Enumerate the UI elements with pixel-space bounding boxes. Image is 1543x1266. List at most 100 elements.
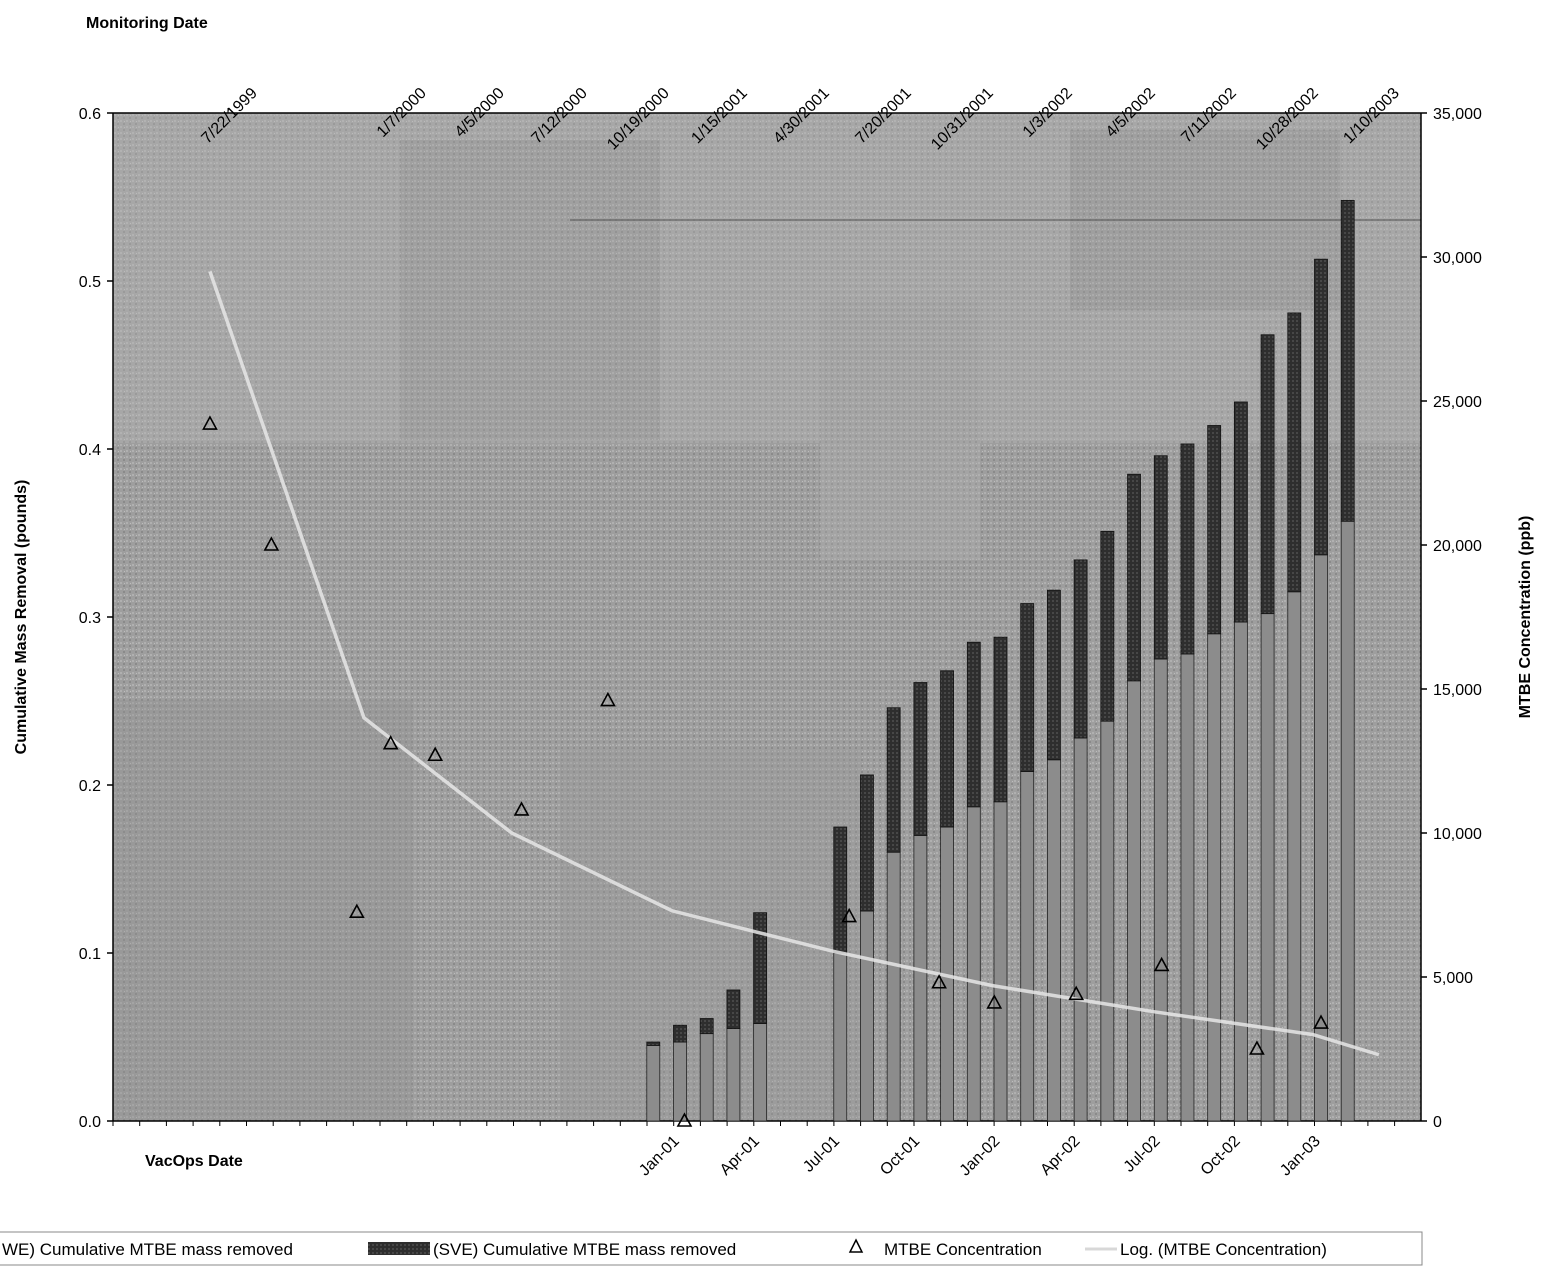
bar-dpwe bbox=[1073, 737, 1088, 1122]
trendline-series bbox=[208, 270, 1380, 1057]
bar-sve bbox=[726, 989, 741, 1030]
right-y-axis: 0 5,000 10,000 15,000 20,000 25,000 30,000 35,0… bbox=[1421, 106, 1482, 1131]
bottom-tick-label: Jan-02 bbox=[957, 1133, 1004, 1180]
bar-dpwe bbox=[860, 910, 874, 1122]
bar-dpwe bbox=[1287, 591, 1302, 1122]
legend-box bbox=[0, 1231, 1423, 1266]
bar-dpwe bbox=[1260, 613, 1275, 1122]
mtbe-point bbox=[1153, 956, 1170, 972]
left-y-axis: 0.0 0.1 0.2 0.3 0.4 0.5 0.6 bbox=[79, 106, 113, 1131]
bar-sve bbox=[1180, 443, 1195, 655]
mtbe-point bbox=[986, 994, 1003, 1009]
bar-sve bbox=[966, 641, 981, 808]
trendline bbox=[208, 270, 1380, 1057]
top-axis-title: Monitoring Date bbox=[86, 15, 208, 32]
legend-swatch-sve bbox=[368, 1242, 430, 1255]
bottom-tick-label: Apr-01 bbox=[717, 1133, 763, 1179]
bar-sve bbox=[753, 912, 768, 1024]
bar-dpwe bbox=[1207, 633, 1222, 1122]
bottom-axis-title: VacOps Date bbox=[145, 1153, 243, 1170]
bar-dpwe bbox=[699, 1033, 714, 1122]
bar-sve bbox=[833, 826, 848, 954]
mtbe-point bbox=[382, 735, 399, 750]
mtbe-point bbox=[202, 415, 218, 430]
legend-label-mtbe: MTBE Concentration bbox=[884, 1240, 1042, 1259]
bar-dpwe bbox=[753, 1023, 768, 1122]
bar-sve bbox=[646, 1041, 661, 1046]
right-axis-title: MTBE Concentration (ppb) bbox=[1517, 516, 1534, 719]
mtbe-point bbox=[676, 1112, 693, 1127]
bottom-tick-label: Oct-01 bbox=[877, 1133, 923, 1179]
bar-dpwe bbox=[646, 1045, 661, 1122]
bar-sve bbox=[1100, 530, 1115, 722]
mtbe-point bbox=[1068, 985, 1085, 1001]
right-tick-label: 0 bbox=[1433, 1114, 1442, 1131]
bar-sve bbox=[1340, 199, 1355, 522]
mtbe-point bbox=[841, 907, 858, 923]
mtbe-point bbox=[1249, 1040, 1265, 1055]
bar-dpwe bbox=[913, 835, 928, 1122]
bar-dpwe bbox=[993, 801, 1008, 1122]
bar-dpwe bbox=[1180, 653, 1195, 1122]
right-tick-label: 25,000 bbox=[1433, 394, 1482, 411]
bottom-x-axis: Jan-01 Apr-01 Jul-01 Oct-01 Jan-02 Apr-02 Jul-… bbox=[112, 1121, 1396, 1180]
bottom-tick-label: Jan-03 bbox=[1277, 1133, 1324, 1180]
right-tick-label: 30,000 bbox=[1433, 250, 1482, 267]
legend: WE) Cumulative MTBE mass removed (SVE) C… bbox=[0, 1231, 1423, 1266]
bar-dpwe bbox=[726, 1028, 741, 1122]
legend-label-sve: (SVE) Cumulative MTBE mass removed bbox=[433, 1240, 736, 1259]
bar-sve bbox=[1020, 603, 1035, 772]
right-tick-label: 15,000 bbox=[1433, 682, 1482, 699]
bottom-tick-label: Oct-02 bbox=[1198, 1133, 1244, 1179]
bar-dpwe bbox=[1340, 520, 1355, 1122]
left-tick-label: 0.0 bbox=[79, 1114, 101, 1131]
right-tick-label: 5,000 bbox=[1433, 970, 1473, 987]
bottom-tick-label: Apr-02 bbox=[1037, 1133, 1083, 1179]
legend-label-dpwe: WE) Cumulative MTBE mass removed bbox=[2, 1240, 293, 1259]
left-tick-label: 0.6 bbox=[79, 106, 101, 123]
bar-sve bbox=[940, 670, 954, 828]
bar-sve bbox=[1260, 334, 1275, 615]
bar-dpwe bbox=[673, 1041, 687, 1122]
bar-sve bbox=[1073, 559, 1088, 739]
mtbe-point bbox=[513, 801, 530, 816]
bottom-tick-label: Jan-01 bbox=[636, 1133, 683, 1180]
bar-sve bbox=[1314, 258, 1328, 556]
bar-sve bbox=[1233, 401, 1248, 623]
bar-dpwe bbox=[1100, 720, 1115, 1122]
left-tick-label: 0.1 bbox=[79, 946, 101, 963]
bar-dpwe bbox=[886, 851, 901, 1122]
bottom-tick-label: Jul-02 bbox=[1121, 1133, 1164, 1176]
legend-triangle-marker bbox=[848, 1238, 864, 1253]
bar-sve bbox=[673, 1024, 687, 1043]
bar-sve bbox=[699, 1018, 714, 1035]
legend-label-trend: Log. (MTBE Concentration) bbox=[1120, 1240, 1327, 1259]
bar-dpwe bbox=[1047, 759, 1061, 1122]
left-tick-label: 0.4 bbox=[79, 442, 101, 459]
bar-series bbox=[646, 199, 1355, 1122]
bar-sve bbox=[886, 707, 901, 853]
bar-dpwe bbox=[1153, 658, 1168, 1122]
mtbe-point bbox=[1313, 1014, 1329, 1029]
mtbe-point bbox=[600, 691, 616, 707]
right-tick-label: 35,000 bbox=[1433, 106, 1482, 123]
mtbe-point bbox=[427, 746, 444, 762]
bar-sve bbox=[1127, 473, 1141, 682]
bar-dpwe bbox=[1233, 621, 1248, 1122]
bar-sve bbox=[913, 682, 928, 836]
bar-sve bbox=[1207, 425, 1222, 635]
scatter-series bbox=[202, 415, 1329, 1127]
bar-dpwe bbox=[833, 952, 848, 1122]
left-axis-title: Cumulative Mass Removal (pounds) bbox=[13, 480, 30, 755]
bar-sve bbox=[1153, 455, 1168, 660]
mtbe-point bbox=[931, 974, 947, 989]
bar-sve bbox=[993, 636, 1008, 803]
right-tick-label: 10,000 bbox=[1433, 826, 1482, 843]
bottom-tick-label: Jul-01 bbox=[800, 1133, 843, 1176]
bar-sve bbox=[1047, 589, 1061, 761]
bar-sve bbox=[860, 774, 874, 912]
bar-dpwe bbox=[966, 806, 981, 1122]
bar-dpwe bbox=[1020, 771, 1035, 1122]
mtbe-point bbox=[263, 536, 280, 551]
